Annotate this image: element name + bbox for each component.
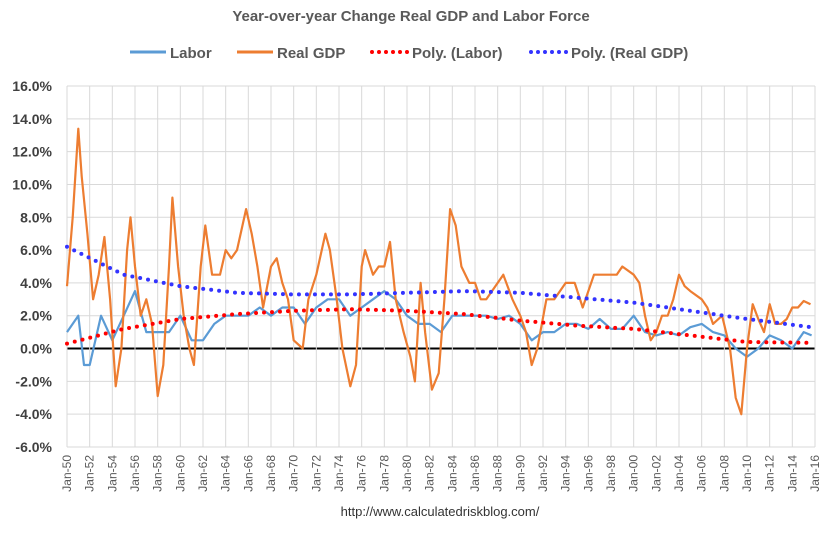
y-tick-label: 12.0% xyxy=(12,144,52,160)
x-tick-label: Jan-50 xyxy=(60,455,74,492)
x-tick-label: Jan-60 xyxy=(173,455,187,492)
y-axis: 16.0% 14.0% 12.0% 10.0% 8.0% 6.0% 4.0% 2.0% 0.0%… xyxy=(12,78,52,455)
x-tick-label: Jan-00 xyxy=(627,455,641,492)
x-tick-label: Jan-68 xyxy=(264,455,278,492)
x-tick-label: Jan-52 xyxy=(83,455,97,492)
legend-label: Real GDP xyxy=(277,45,345,62)
x-tick-label: Jan-98 xyxy=(604,455,618,492)
x-tick-label: Jan-78 xyxy=(377,455,391,492)
legend: Labor Real GDP Poly. (Labor) Poly. (Real GD… xyxy=(130,45,688,62)
y-tick-label: 4.0% xyxy=(20,275,52,291)
x-tick-label: Jan-96 xyxy=(581,455,595,492)
legend-label: Poly. (Real GDP) xyxy=(571,45,688,62)
chart-title: Year-over-year Change Real GDP and Labor… xyxy=(232,8,589,25)
x-tick-label: Jan-10 xyxy=(740,455,754,492)
x-tick-label: Jan-66 xyxy=(241,455,255,492)
x-tick-label: Jan-72 xyxy=(309,455,323,492)
y-tick-label: 10.0% xyxy=(12,176,52,192)
x-tick-label: Jan-16 xyxy=(808,455,822,492)
x-tick-label: Jan-74 xyxy=(332,455,346,492)
x-tick-label: Jan-56 xyxy=(128,455,142,492)
x-tick-label: Jan-82 xyxy=(423,455,437,492)
x-tick-label: Jan-64 xyxy=(219,455,233,492)
x-tick-label: Jan-70 xyxy=(287,455,301,492)
x-tick-label: Jan-90 xyxy=(513,455,527,492)
x-tick-label: Jan-84 xyxy=(445,455,459,492)
y-tick-label: 16.0% xyxy=(12,78,52,94)
series-layer xyxy=(65,127,814,416)
x-tick-label: Jan-88 xyxy=(491,455,505,492)
x-tick-label: Jan-54 xyxy=(105,455,119,492)
source-url: http://www.calculatedriskblog.com/ xyxy=(341,504,540,519)
x-tick-label: Jan-86 xyxy=(468,455,482,492)
legend-label: Poly. (Labor) xyxy=(412,45,503,62)
x-tick-label: Jan-02 xyxy=(649,455,663,492)
y-tick-label: 6.0% xyxy=(20,242,52,258)
legend-label: Labor xyxy=(170,45,212,62)
x-tick-label: Jan-94 xyxy=(559,455,573,492)
series-line-poly-real-gdp xyxy=(65,244,814,330)
y-tick-label: 0.0% xyxy=(20,341,52,357)
x-tick-label: Jan-08 xyxy=(717,455,731,492)
x-tick-label: Jan-76 xyxy=(355,455,369,492)
x-tick-label: Jan-58 xyxy=(151,455,165,492)
x-tick-label: Jan-04 xyxy=(672,455,686,492)
y-tick-label: -4.0% xyxy=(15,406,52,422)
x-tick-label: Jan-80 xyxy=(400,455,414,492)
series-line-labor xyxy=(66,290,813,367)
y-tick-label: -2.0% xyxy=(15,373,52,389)
grid xyxy=(66,85,816,448)
y-tick-label: 14.0% xyxy=(12,111,52,127)
series-line-poly-labor xyxy=(65,307,814,346)
x-tick-label: Jan-14 xyxy=(785,455,799,492)
x-tick-label: Jan-62 xyxy=(196,455,210,492)
series-line-real-gdp xyxy=(65,127,811,416)
x-tick-label: Jan-92 xyxy=(536,455,550,492)
y-tick-label: 2.0% xyxy=(20,308,52,324)
x-axis: Jan-50 Jan-52 Jan-54 Jan-56 Jan-58 Jan-60 Jan-… xyxy=(60,455,822,492)
y-tick-label: 8.0% xyxy=(20,209,52,225)
y-tick-label: -6.0% xyxy=(15,439,52,455)
x-tick-label: Jan-06 xyxy=(695,455,709,492)
x-tick-label: Jan-12 xyxy=(763,455,777,492)
